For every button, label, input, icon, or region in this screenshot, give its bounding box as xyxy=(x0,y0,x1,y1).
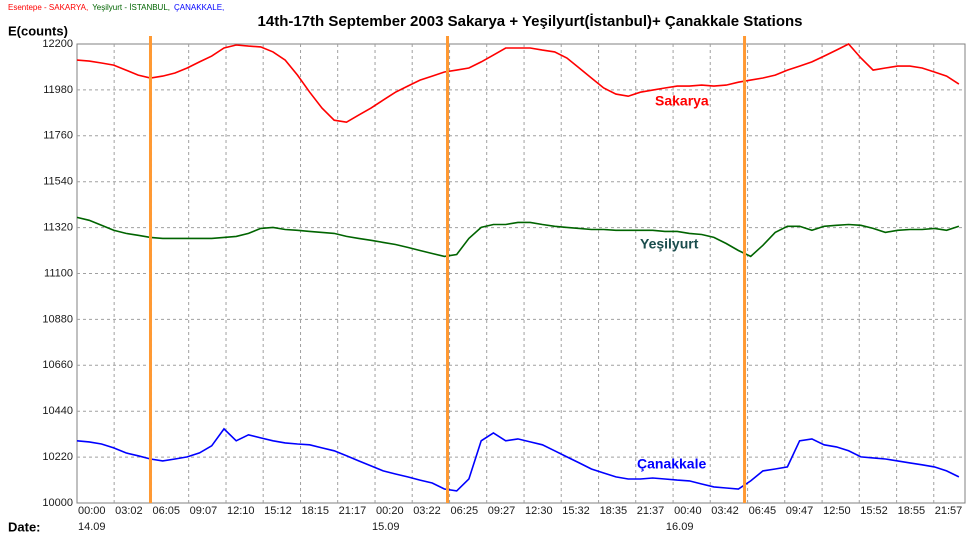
series-line xyxy=(76,216,960,258)
x-tick-label: 21:37 xyxy=(637,505,665,517)
x-tick-label: 03:42 xyxy=(711,505,739,517)
x-tick-label: 00:20 xyxy=(376,505,404,517)
x-tick-label: 15:52 xyxy=(860,505,888,517)
y-tick-label: 10440 xyxy=(42,405,73,417)
x-tick-label: 18:35 xyxy=(600,505,628,517)
series-label: Sakarya xyxy=(655,93,709,109)
x-tick-label: 21:57 xyxy=(935,505,963,517)
x-tick-label: 12:30 xyxy=(525,505,553,517)
x-tick-label: 06:05 xyxy=(153,505,181,517)
y-tick-label: 10880 xyxy=(42,313,73,325)
y-tick-label: 11100 xyxy=(44,267,73,279)
y-tick-label: 10220 xyxy=(42,451,73,463)
series-label: Çanakkale xyxy=(637,456,706,472)
header-note: ÇANAKKALE, xyxy=(174,3,224,12)
x-tick-label: 03:22 xyxy=(413,505,441,517)
y-tick-label: 10660 xyxy=(42,359,73,371)
x-tick-label: 15:12 xyxy=(264,505,292,517)
date-label: 15.09 xyxy=(372,521,400,533)
x-tick-label: 09:27 xyxy=(488,505,516,517)
x-tick-label: 12:50 xyxy=(823,505,851,517)
x-tick-label: 03:02 xyxy=(115,505,143,517)
x-tick-label: 21:17 xyxy=(339,505,367,517)
y-tick-label: 11320 xyxy=(43,222,73,234)
x-tick-label: 09:07 xyxy=(190,505,218,517)
x-tick-label: 15:32 xyxy=(562,505,590,517)
x-tick-label: 18:15 xyxy=(302,505,330,517)
x-tick-label: 18:55 xyxy=(898,505,926,517)
series-label: Yeşilyurt xyxy=(640,236,699,252)
y-tick-label: 10000 xyxy=(42,497,73,509)
x-tick-label: 06:25 xyxy=(451,505,479,517)
x-tick-label: 06:45 xyxy=(749,505,777,517)
x-axis-label: Date: xyxy=(8,519,41,534)
header-note: Yeşilyurt - İSTANBUL, xyxy=(92,3,170,12)
header-note: Esentepe - SAKARYA, xyxy=(8,3,88,12)
series-line xyxy=(76,43,960,124)
y-tick-label: 11980 xyxy=(43,84,73,96)
series-line xyxy=(76,427,960,492)
x-tick-label: 12:10 xyxy=(227,505,255,517)
y-tick-label: 11540 xyxy=(43,176,73,188)
x-tick-label: 00:00 xyxy=(78,505,106,517)
date-label: 16.09 xyxy=(666,521,694,533)
y-tick-label: 12200 xyxy=(42,38,73,50)
chart-title: 14th-17th September 2003 Sakarya + Yeşil… xyxy=(258,13,803,30)
x-tick-label: 09:47 xyxy=(786,505,814,517)
y-tick-label: 11760 xyxy=(43,130,73,142)
x-tick-label: 00:40 xyxy=(674,505,702,517)
date-label: 14.09 xyxy=(78,521,106,533)
y-axis-label: E(counts) xyxy=(8,23,68,38)
